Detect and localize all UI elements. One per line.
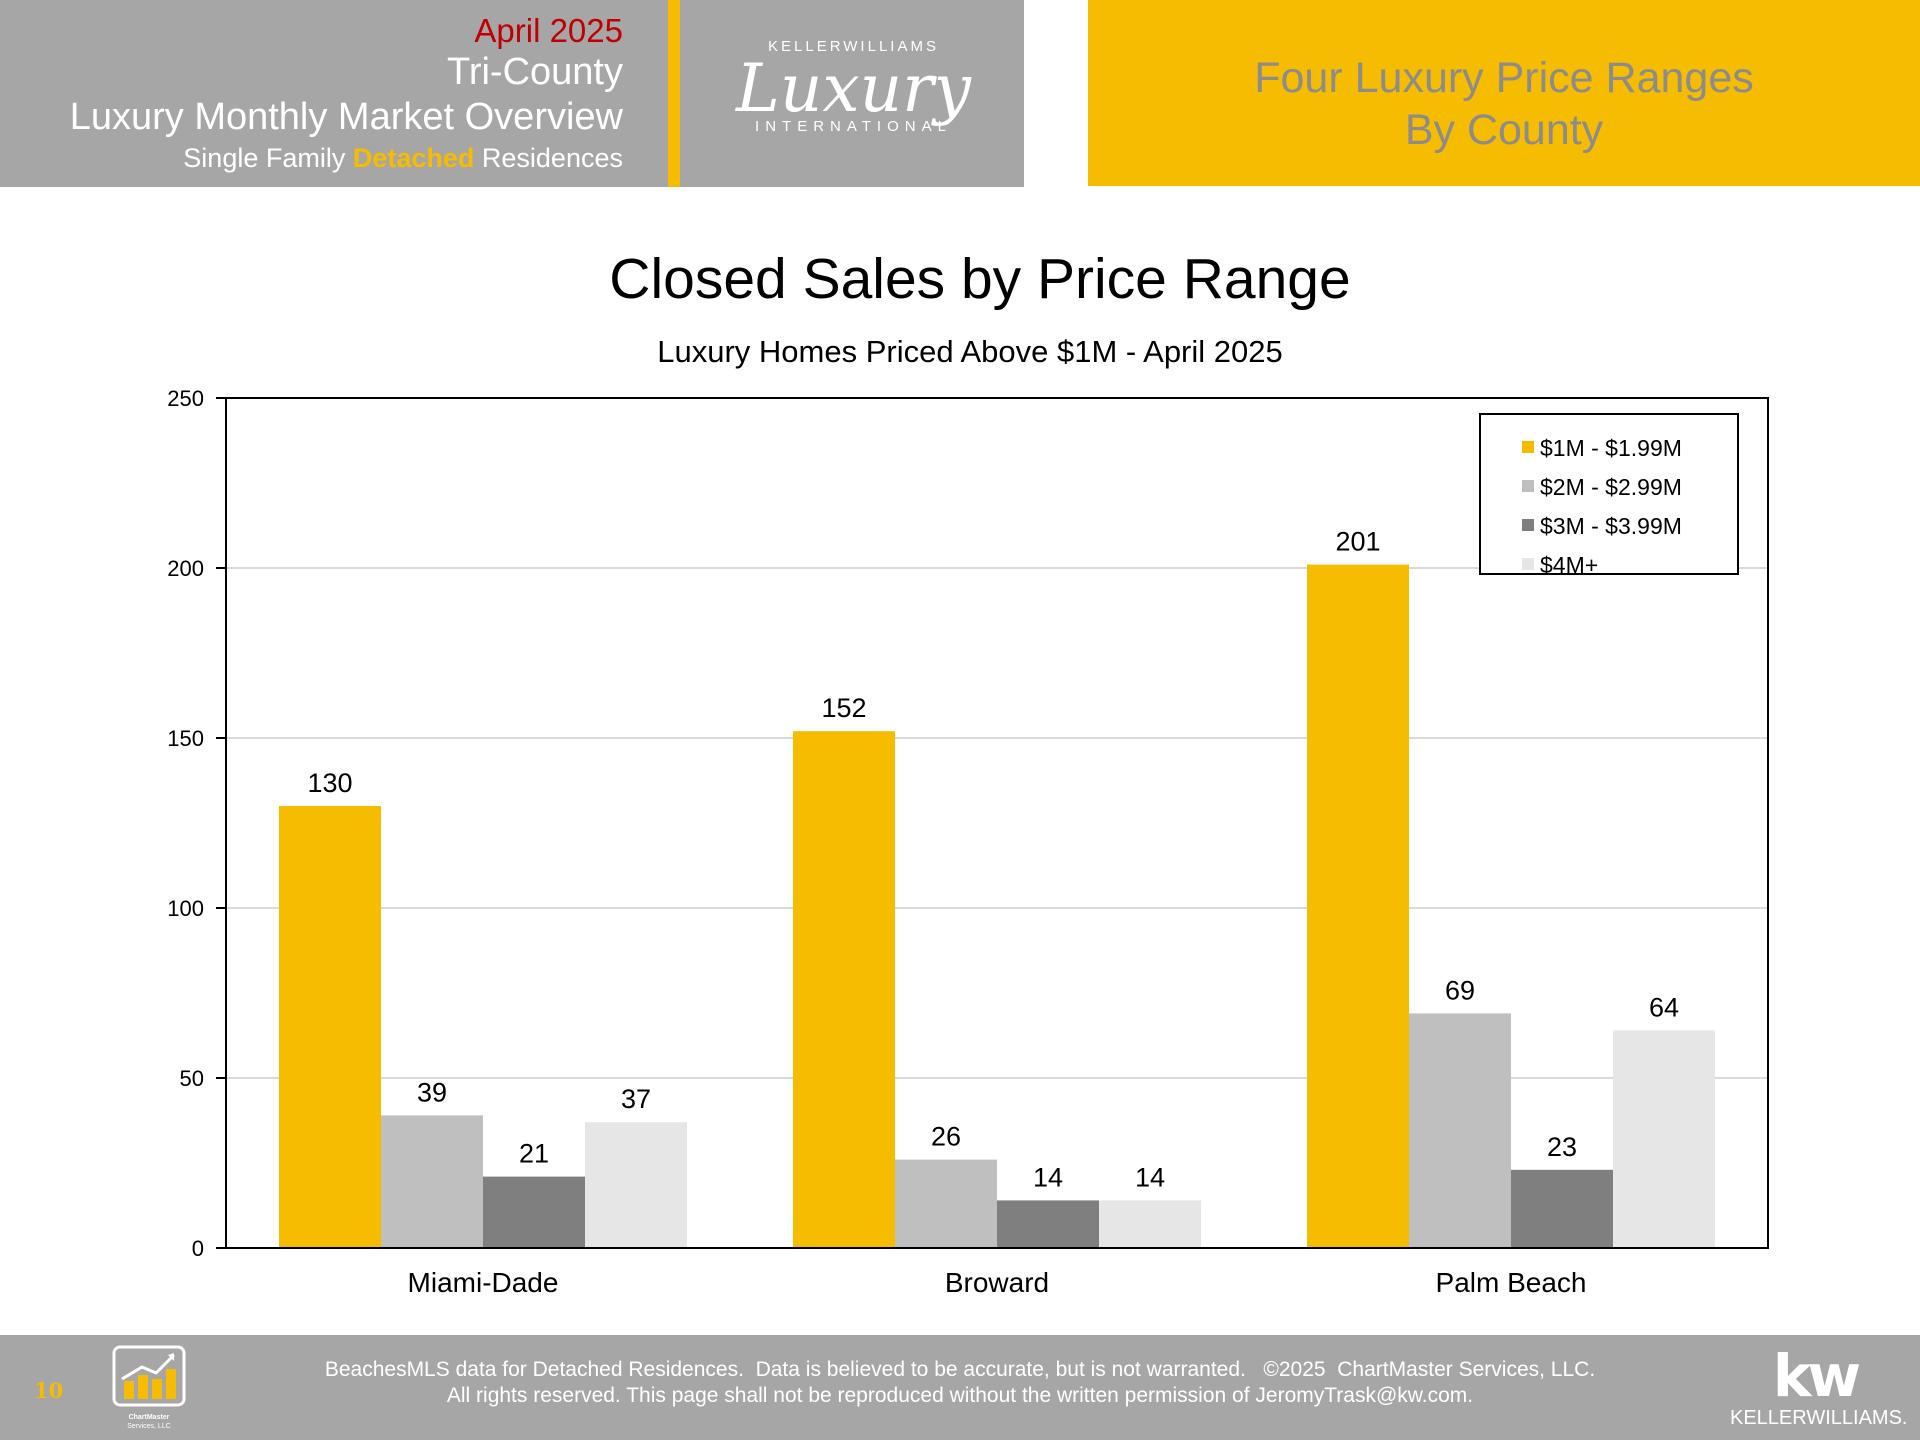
section-title-line1: Four Luxury Price Ranges (1254, 54, 1754, 102)
footer-disclaimer: BeachesMLS data for Detached Residences.… (0, 1357, 1920, 1409)
legend-swatch (1522, 480, 1534, 492)
gridlines (226, 567, 1768, 1079)
bar (997, 1200, 1099, 1248)
data-label: 152 (821, 693, 866, 723)
svg-text:Services, LLC: Services, LLC (127, 1423, 171, 1430)
report-subtitle: Single Family Detached Residences (0, 140, 623, 176)
data-label: 21 (519, 1139, 549, 1169)
kw-luxury-logo-top: KELLERWILLIAMS (768, 38, 939, 55)
data-labels: 130 39 21 37 152 26 14 14 201 69 23 64 (307, 527, 1679, 1193)
data-label: 23 (1547, 1132, 1577, 1162)
x-category-label: Palm Beach (1436, 1267, 1587, 1298)
legend-label: $2M - $2.99M (1540, 474, 1682, 500)
section-title-line2: By County (1404, 106, 1604, 154)
chart-title: Closed Sales by Price Range (609, 247, 1350, 311)
footer-bar (0, 1335, 1920, 1440)
bar (585, 1122, 687, 1248)
report-date: April 2025 (474, 12, 623, 49)
bar (381, 1115, 483, 1248)
chartmaster-logo-text: ChartMaster (129, 1414, 170, 1421)
bar (793, 731, 895, 1248)
subtitle-highlight: Detached (352, 143, 475, 173)
page-number: 10 (34, 1378, 64, 1403)
legend-label: $1M - $1.99M (1540, 435, 1682, 461)
axes: 0 50 100 150 200 250 Miami-Dade Broward Palm Bea… (167, 386, 1769, 1298)
legend-label: $3M - $3.99M (1540, 513, 1682, 539)
y-tick-label: 50 (180, 1066, 204, 1091)
data-label: 130 (307, 768, 352, 798)
legend-swatch (1522, 441, 1534, 453)
kw-luxury-logo-script: Luxury (736, 50, 971, 127)
subtitle-suffix: Residences (474, 143, 623, 173)
legend-swatch (1522, 558, 1534, 570)
kw-logo: kw KELLERWILLIAMS. (1730, 1342, 1908, 1430)
report-region: Tri-County (447, 51, 623, 93)
data-label: 26 (931, 1122, 961, 1152)
bar (895, 1159, 997, 1248)
bar (1613, 1030, 1715, 1248)
chart-subtitle: Luxury Homes Priced Above $1M - April 20… (657, 334, 1282, 369)
bar (1511, 1169, 1613, 1248)
data-label: 69 (1445, 975, 1475, 1005)
plot-frame (225, 397, 1769, 1249)
y-tick-label: 100 (167, 896, 204, 921)
chartmaster-logo-icon: ChartMaster Services, LLC (112, 1345, 186, 1430)
bar (483, 1176, 585, 1248)
legend-label: $4M+ (1540, 552, 1598, 578)
kw-logo-mark: kw (1772, 1342, 1861, 1410)
header-left-panel (0, 0, 1024, 187)
data-label: 64 (1649, 992, 1679, 1022)
legend-swatch (1522, 519, 1534, 531)
header-divider (668, 0, 680, 187)
header-title-block: April 2025 Tri-County Luxury Monthly Mar… (0, 12, 623, 176)
bar (1307, 564, 1409, 1248)
y-tick-label: 250 (167, 386, 204, 411)
data-label: 39 (417, 1077, 447, 1107)
x-category-label: Miami-Dade (408, 1267, 559, 1298)
legend-box (1479, 413, 1739, 575)
data-label: 201 (1335, 527, 1380, 557)
kw-logo-wordmark: KELLERWILLIAMS. (1730, 1407, 1908, 1429)
y-tick-label: 150 (167, 726, 204, 751)
data-label: 14 (1135, 1162, 1165, 1192)
y-tick-label: 0 (192, 1236, 204, 1261)
closed-sales-chart: Closed Sales by Price Range Luxury Homes… (167, 247, 1769, 1298)
data-label: 14 (1033, 1162, 1063, 1192)
footer-line2: All rights reserved. This page shall not… (446, 1384, 1474, 1407)
header-right-panel (1088, 0, 1920, 186)
x-category-label: Broward (945, 1267, 1049, 1298)
bar (279, 806, 381, 1248)
subtitle-prefix: Single Family (183, 143, 353, 173)
footer-line1: BeachesMLS data for Detached Residences.… (324, 1358, 1596, 1381)
report-title: Luxury Monthly Market Overview (69, 96, 623, 138)
y-tick-label: 200 (167, 556, 204, 581)
bars (279, 564, 1715, 1248)
bar (1099, 1200, 1201, 1248)
data-label: 37 (621, 1084, 651, 1114)
section-title: Four Luxury Price Ranges By County (1088, 52, 1920, 156)
bar (1409, 1013, 1511, 1248)
legend: $1M - $1.99M $2M - $2.99M $3M - $3.99M $4M+ (1479, 413, 1739, 578)
kw-luxury-logo-bottom: INTERNATIONAL (755, 118, 952, 135)
